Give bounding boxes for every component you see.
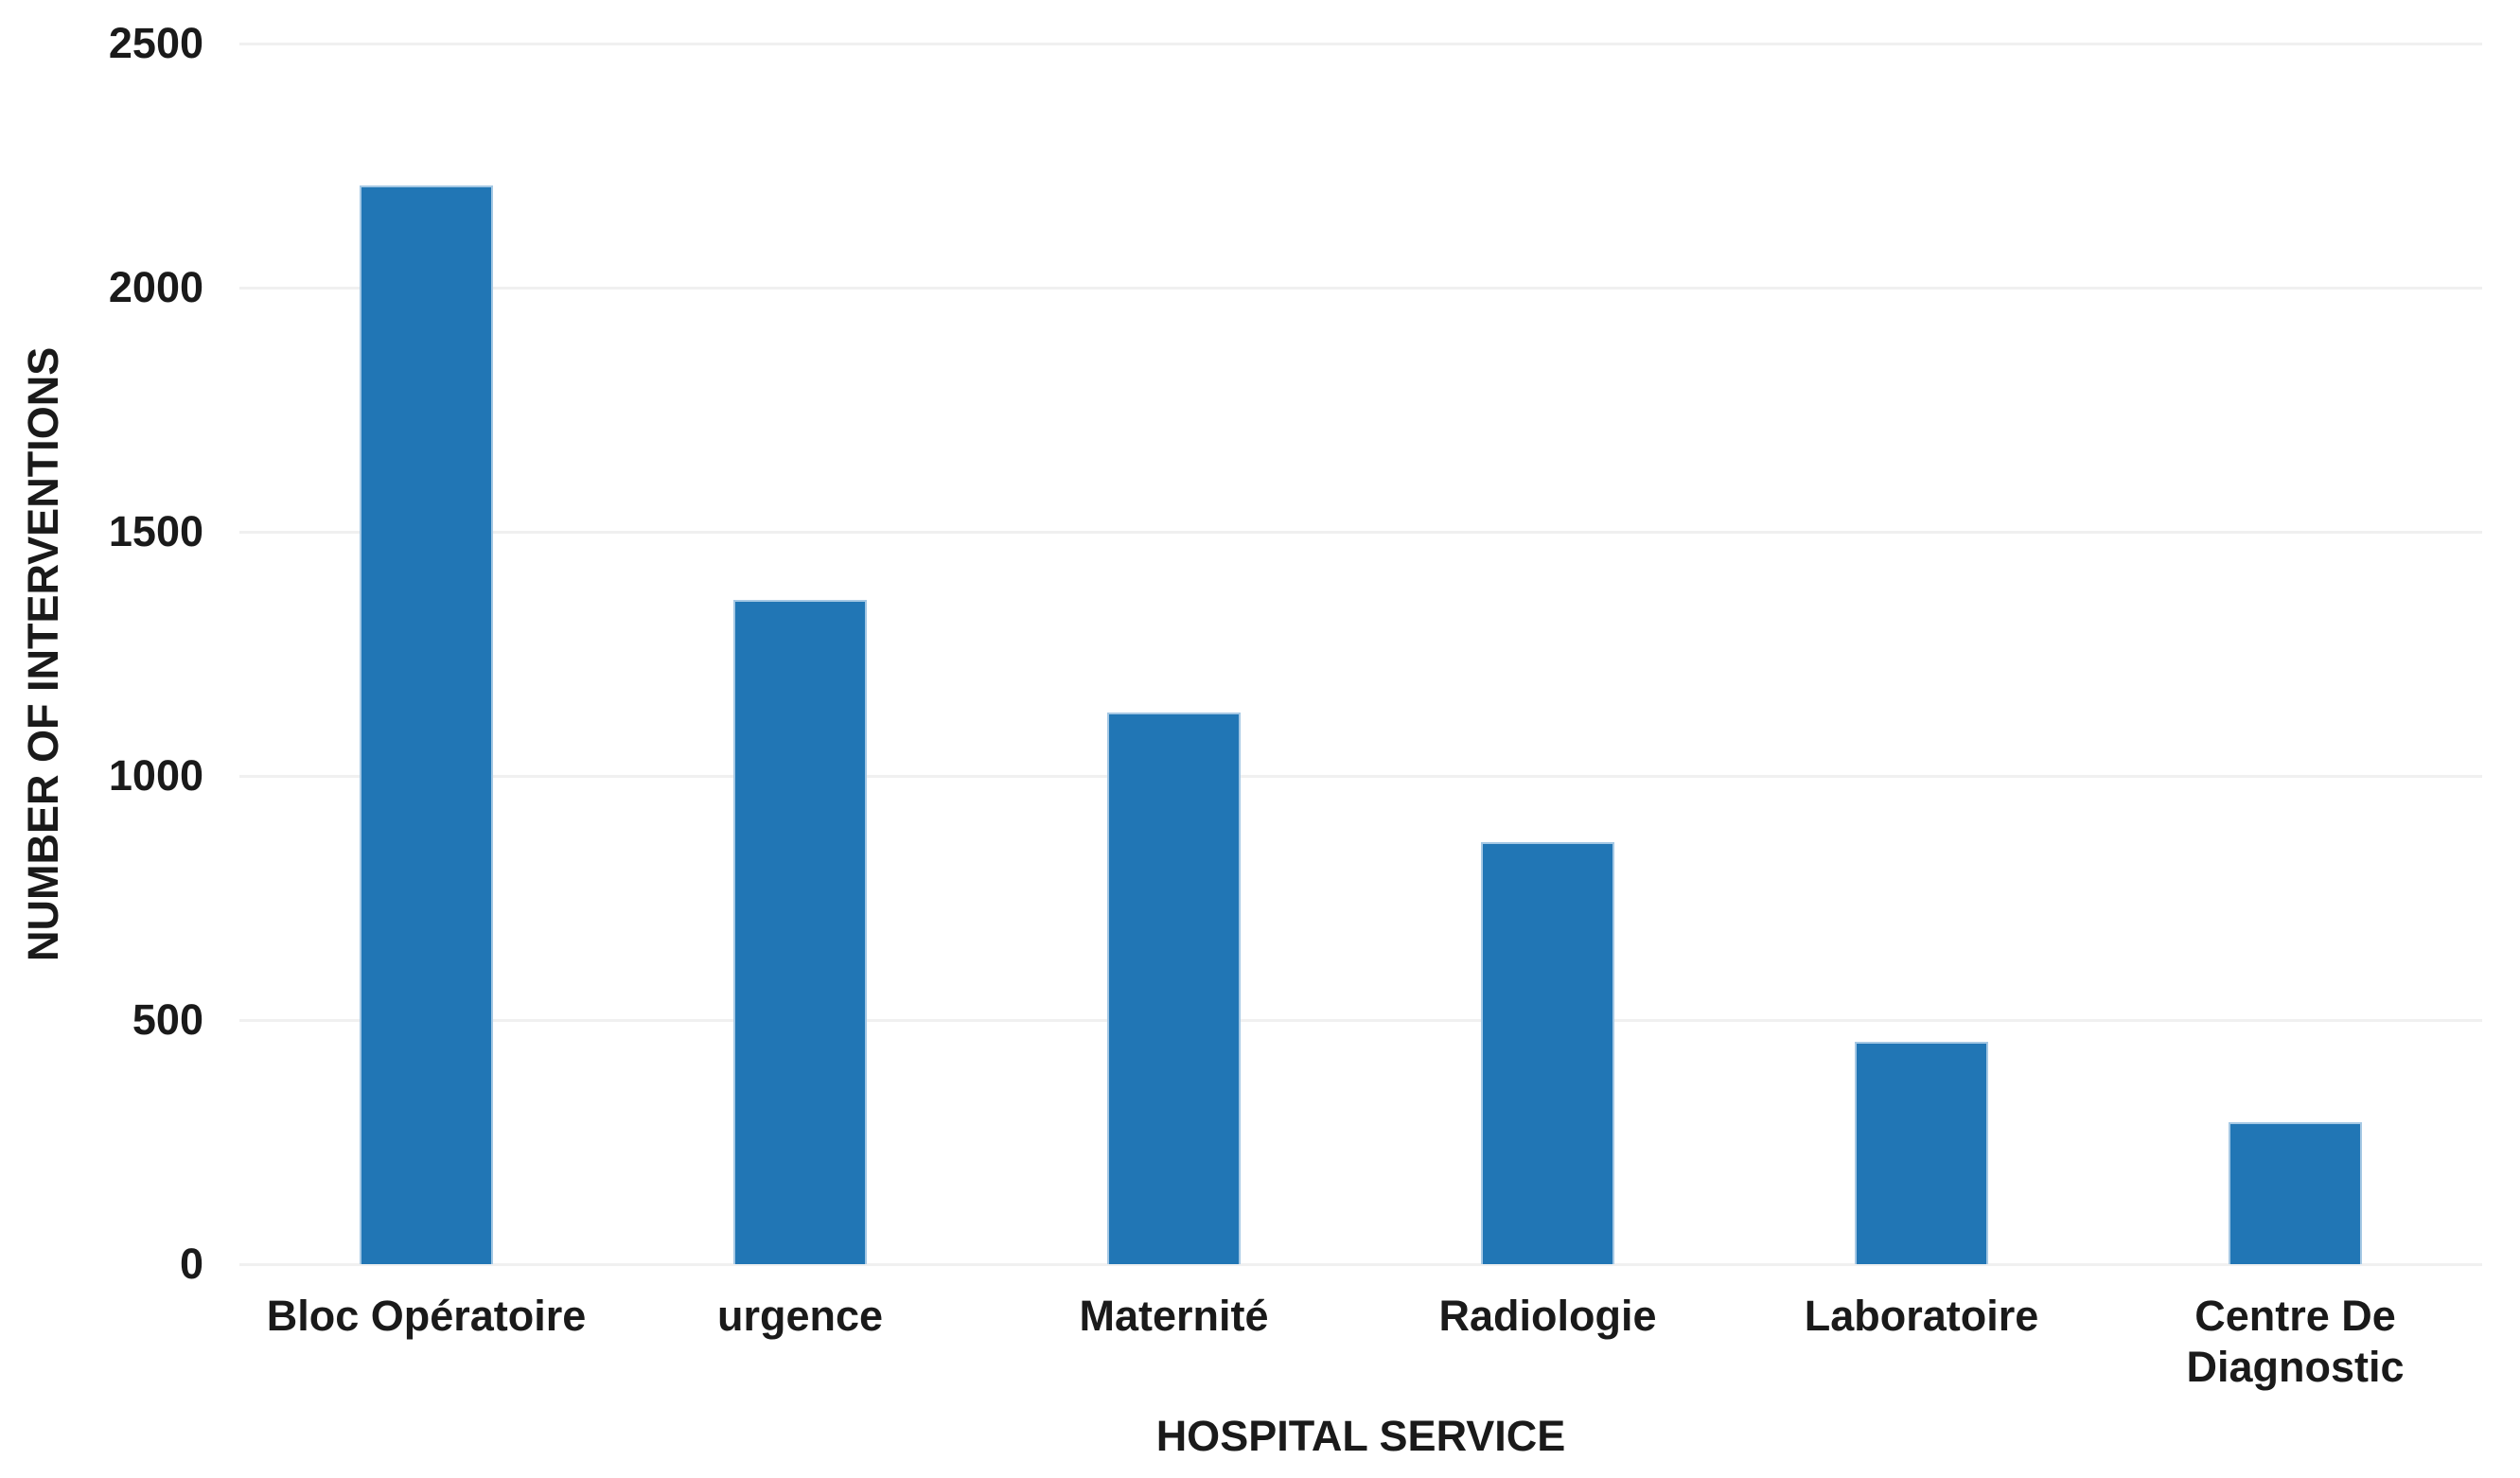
y-tick-label-500: 500	[132, 995, 203, 1044]
y-tick-label-2000: 2000	[108, 263, 203, 311]
y-tick-label-2500: 2500	[108, 19, 203, 67]
bar-2	[1107, 712, 1241, 1264]
bar-1	[733, 600, 867, 1264]
category-label-5: Centre De Diagnostic	[2186, 1292, 2405, 1391]
y-tick-label-1000: 1000	[108, 751, 203, 800]
gridline-500	[239, 1018, 2482, 1022]
bar-5	[2229, 1122, 2362, 1264]
category-label-3: Radiologie	[1438, 1292, 1657, 1340]
y-axis-title: NUMBER OF INTERVENTIONS	[19, 346, 67, 961]
gridline-0	[239, 1262, 2482, 1266]
bar-0	[360, 185, 493, 1264]
category-label-2: Maternité	[1079, 1292, 1269, 1340]
bar-4	[1855, 1042, 1988, 1264]
y-tick-label-1500: 1500	[108, 507, 203, 555]
gridline-1000	[239, 774, 2482, 778]
category-label-0: Bloc Opératoire	[266, 1292, 587, 1340]
category-label-4: Laboratoire	[1804, 1292, 2039, 1340]
bar-3	[1481, 841, 1614, 1264]
gridline-2500	[239, 42, 2482, 45]
gridline-2000	[239, 286, 2482, 290]
plot-area: Bloc Opératoire urgence Maternité Radiologi…	[239, 42, 2482, 1391]
x-axis-title: HOSPITAL SERVICE	[1155, 1412, 1566, 1460]
category-label-1: urgence	[716, 1292, 884, 1340]
y-tick-label-0: 0	[179, 1240, 203, 1288]
gridline-1500	[239, 530, 2482, 534]
